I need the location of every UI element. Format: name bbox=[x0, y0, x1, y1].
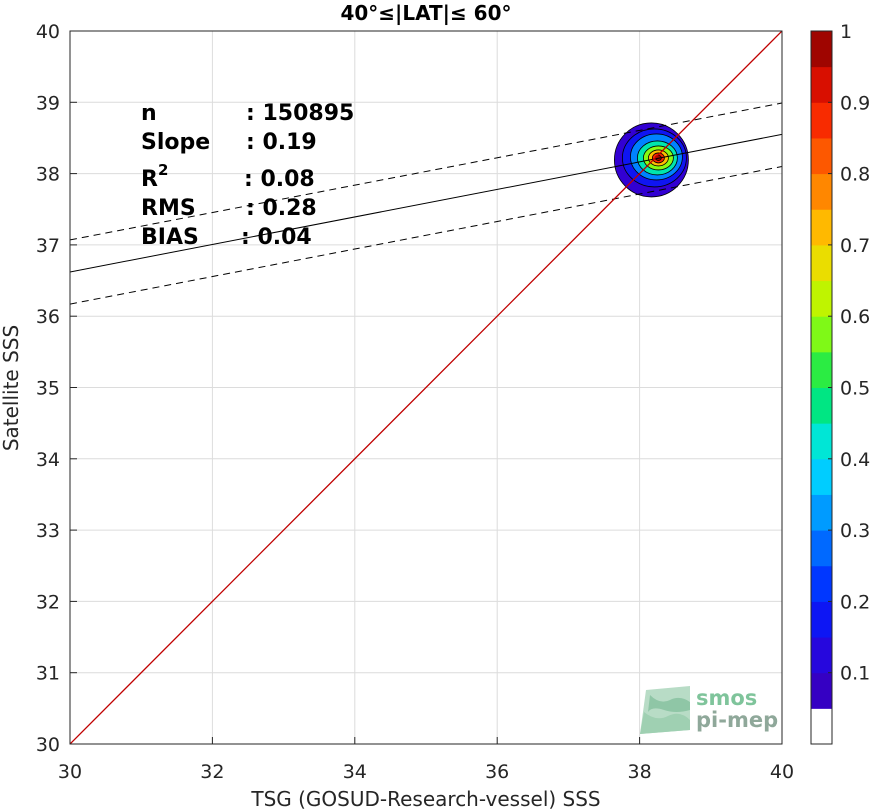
colorbar-ticks: 0.1 0.2 0.3 0.4 0.5 0.6 0.7 0.8 0.9 1 bbox=[828, 21, 870, 685]
confidence-line-upper bbox=[70, 102, 782, 241]
x-tick-label: 30 bbox=[58, 761, 82, 783]
stat-bias-label: BIAS bbox=[141, 225, 199, 250]
y-tick-label: 40 bbox=[36, 21, 60, 43]
y-tick-label: 30 bbox=[36, 734, 60, 756]
colorbar-segment bbox=[811, 637, 832, 674]
colorbar-segment bbox=[811, 137, 832, 175]
colorbar-tick-label: 0.5 bbox=[840, 378, 870, 400]
y-tick-label: 39 bbox=[36, 92, 60, 114]
x-tick-label: 40 bbox=[770, 761, 794, 783]
regression-line bbox=[70, 133, 782, 273]
plot-content bbox=[70, 31, 782, 744]
colorbar-segment bbox=[811, 565, 832, 602]
y-tick-label: 37 bbox=[36, 235, 60, 257]
logo-text-smos: smos bbox=[696, 686, 757, 710]
y-axis-label: Satellite SSS bbox=[0, 325, 23, 451]
y-tick-label: 38 bbox=[36, 164, 60, 186]
colorbar-segment bbox=[811, 280, 832, 317]
logo-text-pi-mep: pi-mep bbox=[696, 708, 778, 732]
colorbar-segment bbox=[811, 458, 832, 495]
colorbar-segment bbox=[811, 351, 832, 388]
y-tick-label: 36 bbox=[36, 306, 60, 328]
colorbar-segment bbox=[811, 494, 832, 531]
x-tick-label: 34 bbox=[343, 761, 367, 783]
confidence-line-lower bbox=[70, 165, 782, 305]
chart-title: 40°≤|LAT|≤ 60° bbox=[340, 1, 511, 25]
colorbar-segment bbox=[811, 708, 832, 745]
logo-waves-icon bbox=[640, 686, 690, 734]
colorbar-segment bbox=[811, 102, 832, 139]
y-tick-label: 34 bbox=[36, 449, 60, 471]
colorbar-segment bbox=[811, 66, 832, 103]
colorbar-tick-label: 0.8 bbox=[840, 164, 870, 186]
colorbar-tick-label: 0.1 bbox=[840, 663, 870, 685]
stat-n-value: : 150895 bbox=[246, 101, 354, 126]
colorbar-segment bbox=[811, 244, 832, 282]
y-tick-label: 31 bbox=[36, 663, 60, 685]
y-axis: 30 31 32 33 34 35 36 37 38 39 40 bbox=[36, 21, 77, 756]
colorbar-segment bbox=[811, 672, 832, 709]
colorbar-tick-label: 1 bbox=[840, 21, 852, 43]
colorbar-segment bbox=[811, 316, 832, 353]
stat-n-label: n bbox=[141, 101, 157, 126]
colorbar-tick-label: 0.2 bbox=[840, 591, 870, 613]
x-tick-label: 38 bbox=[628, 761, 652, 783]
colorbar-tick-label: 0.7 bbox=[840, 235, 870, 257]
grid-lines bbox=[70, 31, 782, 744]
stat-slope-value: : 0.19 bbox=[246, 130, 317, 155]
x-axis: 30 32 34 36 38 40 bbox=[58, 737, 794, 783]
stat-slope-label: Slope bbox=[141, 130, 210, 155]
colorbar-segment bbox=[811, 387, 832, 424]
colorbar-segment bbox=[811, 31, 832, 68]
y-tick-label: 35 bbox=[36, 378, 60, 400]
stat-rms-value: : 0.28 bbox=[246, 196, 317, 221]
stat-bias-value: : 0.04 bbox=[241, 225, 312, 250]
stat-rms-label: RMS bbox=[141, 196, 196, 221]
x-tick-label: 36 bbox=[485, 761, 509, 783]
colorbar-tick-label: 0.6 bbox=[840, 306, 870, 328]
stats-annotation: n : 150895 Slope : 0.19 R2 : 0.08 RMS : … bbox=[141, 101, 354, 250]
colorbar-segment bbox=[811, 209, 832, 246]
colorbar-segment bbox=[811, 601, 832, 638]
colorbar bbox=[811, 31, 832, 745]
colorbar-tick-label: 0.4 bbox=[840, 449, 870, 471]
colorbar-segment bbox=[811, 530, 832, 567]
identity-line bbox=[70, 31, 782, 744]
y-tick-label: 32 bbox=[36, 591, 60, 613]
colorbar-tick-label: 0.9 bbox=[840, 92, 870, 114]
smos-pi-mep-logo: smos pi-mep bbox=[640, 686, 778, 734]
colorbar-segment bbox=[811, 173, 832, 210]
x-tick-label: 32 bbox=[200, 761, 224, 783]
x-axis-label: TSG (GOSUD-Research-vessel) SSS bbox=[250, 787, 600, 811]
colorbar-tick-label: 0.3 bbox=[840, 520, 870, 542]
y-tick-label: 33 bbox=[36, 520, 60, 542]
stat-r2-value: : 0.08 bbox=[244, 167, 315, 192]
stat-r2-label: R2 bbox=[141, 161, 168, 192]
colorbar-segment bbox=[811, 423, 832, 460]
